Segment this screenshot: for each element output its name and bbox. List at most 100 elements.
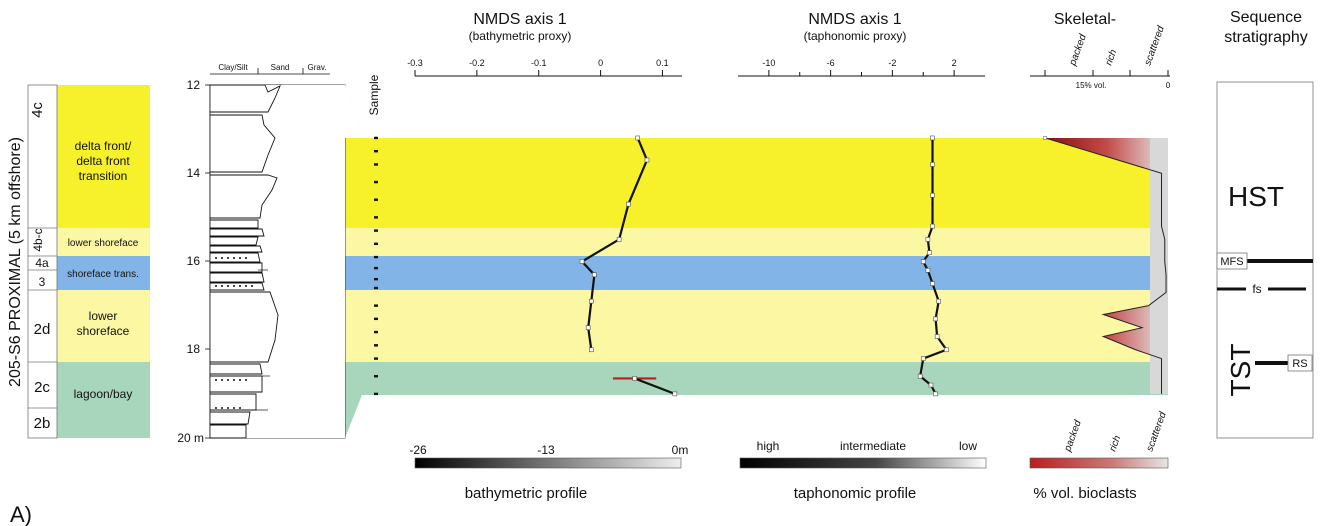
section-title: 205-S6 PROXIMAL (5 km offshore) xyxy=(7,137,24,387)
band-shoreface-trans xyxy=(362,256,1168,290)
bathy-ticks: -0.3 -0.2 -0.1 0 0.1 xyxy=(407,58,669,76)
bathy-point xyxy=(644,157,650,163)
seq-fs: fs xyxy=(1252,282,1261,296)
tapho-point xyxy=(936,298,941,304)
subunit-2c: 2c xyxy=(34,379,50,396)
facies-label-lower-shoreface-b2: shoreface xyxy=(77,324,130,338)
sample-mark xyxy=(374,330,378,334)
tapho-scale-high: high xyxy=(757,439,780,453)
skel-line xyxy=(1044,137,1167,394)
bathy-point xyxy=(672,391,678,397)
skel-scale-rich: rich xyxy=(1107,434,1123,453)
tapho-scale-label: taphonomic profile xyxy=(794,485,917,502)
log-dots xyxy=(215,257,253,409)
bathy-point xyxy=(635,135,640,141)
sample-mark xyxy=(374,180,378,184)
log-bg-slope-top xyxy=(280,85,362,138)
seq-rs: RS xyxy=(1292,358,1307,370)
sample-mark xyxy=(374,357,378,360)
tapho-point xyxy=(920,356,926,361)
bathy-tick-label: -0.1 xyxy=(531,58,547,68)
sample-marks xyxy=(374,136,378,396)
depth-tick-16: 16 xyxy=(187,254,201,268)
tapho-point xyxy=(944,347,949,353)
bathy-point xyxy=(592,272,597,278)
tapho-point xyxy=(930,281,935,286)
skel-area xyxy=(1045,137,1168,394)
sample-mark xyxy=(374,286,378,290)
bathy-tick-label: 0 xyxy=(598,58,603,68)
log-sample-lines xyxy=(252,269,270,411)
sample-label: Sample xyxy=(367,74,381,115)
bathy-point xyxy=(626,201,631,207)
bathy-title: NMDS axis 1 xyxy=(473,11,566,28)
skel-scale-scattered: scattered xyxy=(1144,410,1169,453)
seq-title-1: Sequence xyxy=(1230,9,1302,26)
sample-mark xyxy=(374,317,378,321)
sample-mark xyxy=(374,149,378,153)
facies-2c xyxy=(57,362,150,438)
tapho-point xyxy=(930,162,935,167)
subunit-4c: 4c xyxy=(29,102,46,118)
sample-mark xyxy=(374,198,378,201)
sample-mark xyxy=(374,266,378,270)
sample-mark xyxy=(374,242,378,246)
tapho-point xyxy=(925,268,931,273)
tapho-tick-label: -2 xyxy=(888,58,896,68)
connector-mid-a xyxy=(345,228,362,256)
log-beds xyxy=(210,84,281,439)
bathy-point xyxy=(589,347,594,353)
facies-label-delta-front-3: transition xyxy=(79,169,128,183)
tapho-plot xyxy=(917,135,949,397)
subunit-column xyxy=(27,84,58,439)
skel-top-rich: rich xyxy=(1103,48,1119,67)
bathy-tick-label: 0.1 xyxy=(656,58,669,68)
sample-mark xyxy=(374,255,378,259)
sample-mark xyxy=(374,216,378,219)
skel-top-scattered: scattered xyxy=(1142,24,1167,67)
skel-scatter-band xyxy=(1150,137,1168,394)
tapho-subtitle: (taphonomic proxy) xyxy=(804,29,907,43)
bathy-tick-label: -0.3 xyxy=(407,58,423,68)
bathy-scale-label: bathymetric profile xyxy=(465,485,588,502)
bathy-subtitle: (bathymetric proxy) xyxy=(469,29,572,43)
depth-tick-18: 18 xyxy=(187,342,201,356)
tapho-scale-bar xyxy=(739,457,987,469)
tapho-scale-low: low xyxy=(959,439,977,453)
tapho-tick-label: 2 xyxy=(952,58,957,68)
bathy-point xyxy=(632,376,637,381)
sample-mark xyxy=(374,344,378,347)
connector-mid-b xyxy=(345,256,362,290)
skel-axis-0: 0 xyxy=(1166,81,1171,90)
facies-4c xyxy=(57,85,150,228)
subunit-2b: 2b xyxy=(34,415,51,432)
bathy-point xyxy=(589,298,594,304)
tapho-point xyxy=(930,223,935,229)
bathy-plot xyxy=(579,135,678,397)
skel-scale-bar xyxy=(1029,457,1169,469)
tapho-point xyxy=(928,382,934,388)
tapho-point xyxy=(934,334,940,339)
sample-mark xyxy=(374,375,378,378)
subunit-4a: 4a xyxy=(35,256,49,270)
connector-mid-c xyxy=(345,290,362,362)
subunit-3: 3 xyxy=(39,275,46,289)
tapho-ticks: -10 -6 -2 2 xyxy=(762,58,957,76)
skel-top-packed: packed xyxy=(1067,33,1089,68)
grain-gravel: Grav. xyxy=(308,63,327,72)
tapho-point xyxy=(920,259,926,264)
seq-hst: HST xyxy=(1228,181,1284,212)
bathy-line-lower xyxy=(634,377,676,395)
skel-scale-label: % vol. bioclasts xyxy=(1033,485,1136,502)
grain-sand: Sand xyxy=(271,63,290,72)
skel-title: Skeletal- xyxy=(1054,11,1116,28)
facies-3 xyxy=(57,256,150,290)
facies-label-lower-shoreface-b1: lower xyxy=(89,309,118,323)
bathy-point xyxy=(616,237,622,242)
bathy-scale-0: 0m xyxy=(672,443,689,457)
depth-axis xyxy=(205,84,211,439)
depth-tick-12: 12 xyxy=(187,78,201,92)
panel-label: A) xyxy=(10,502,32,526)
tapho-point xyxy=(933,391,938,397)
